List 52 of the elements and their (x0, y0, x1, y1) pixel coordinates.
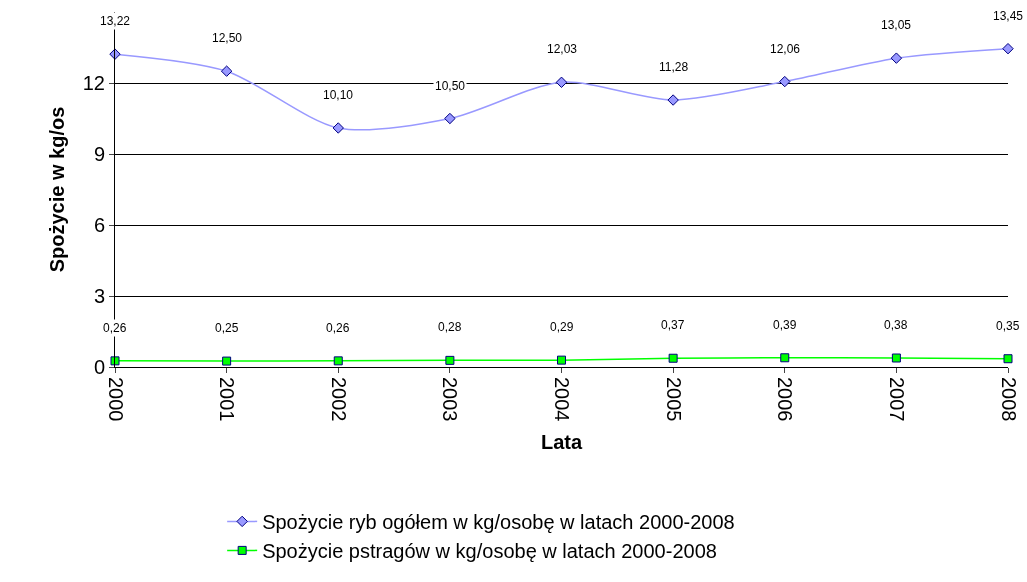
data-label: 12,50 (212, 31, 243, 45)
x-tick-label: 2002 (327, 377, 350, 422)
x-tick-label: 2005 (662, 377, 685, 422)
x-tick-label: 2001 (216, 377, 239, 422)
legend-label: Spożycie ryb ogółem w kg/osobę w latach 2000-2008 (262, 511, 735, 534)
data-label: 0,29 (550, 320, 574, 334)
point (222, 356, 232, 366)
point (1003, 354, 1013, 364)
point (444, 112, 456, 125)
x-tick-label: 2007 (885, 377, 908, 422)
x-tick-label: 2008 (997, 377, 1020, 422)
point (557, 355, 566, 365)
legend-label: Spożycie pstragów w kg/osobę w latach 2000-2008 (262, 540, 717, 563)
x-tick-label: 2000 (104, 377, 127, 422)
data-label: 12,03 (547, 42, 578, 56)
y-tick-label: 12 (82, 72, 105, 94)
x-axis-title: Lata (540, 431, 583, 453)
data-label: 10,10 (323, 88, 354, 102)
point (779, 75, 791, 88)
point (890, 52, 903, 64)
point (1002, 42, 1014, 55)
y-axis-title: Spożycie w kg/os (46, 106, 69, 273)
x-tick-label: 2006 (774, 377, 797, 422)
data-label: 13,45 (993, 9, 1024, 23)
point (891, 353, 901, 363)
point (445, 355, 455, 365)
point (555, 76, 568, 88)
data-label: 0,28 (438, 320, 462, 334)
data-label: 0,26 (103, 321, 127, 335)
x-tick-label: 2003 (439, 377, 462, 422)
data-label: 12,06 (770, 42, 801, 56)
data-label: 0,37 (661, 318, 685, 332)
point (220, 65, 233, 77)
data-label: 13,05 (881, 18, 912, 32)
y-tick-label: 9 (93, 143, 105, 165)
point (780, 353, 790, 363)
point (668, 353, 678, 363)
data-label: 0,35 (996, 319, 1020, 333)
data-label: 0,39 (773, 318, 797, 332)
point (332, 122, 344, 134)
y-tick-label: 6 (93, 214, 105, 236)
data-label: 13,22 (100, 14, 131, 28)
x-tick-label: 2004 (551, 377, 573, 422)
y-tick-label: 3 (93, 285, 105, 307)
data-label: 0,25 (215, 321, 239, 335)
data-label: 10,50 (435, 79, 466, 93)
data-label: 0,38 (884, 318, 908, 332)
data-label: 0,26 (326, 321, 350, 335)
y-tick-label: 0 (93, 356, 105, 378)
point (667, 94, 679, 106)
point (333, 356, 343, 366)
data-label: 11,28 (659, 60, 689, 74)
